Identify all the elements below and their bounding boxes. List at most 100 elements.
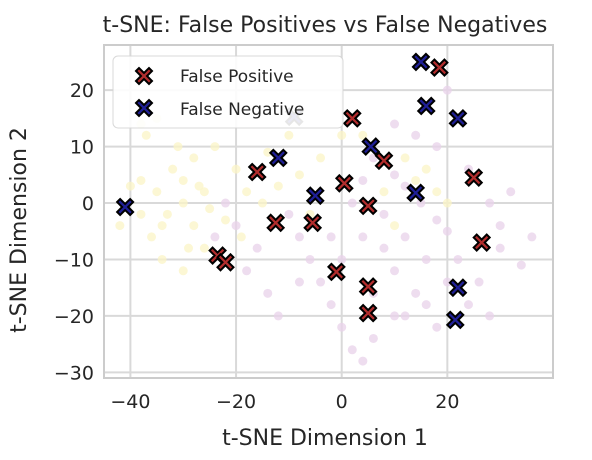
background-point <box>157 254 167 264</box>
false-positive-marker <box>327 262 346 282</box>
background-point <box>162 209 172 219</box>
background-point <box>178 175 188 185</box>
background-point <box>400 153 410 163</box>
background-point <box>284 209 294 219</box>
background-point <box>294 232 304 242</box>
background-point <box>485 198 495 208</box>
background-point <box>147 232 157 242</box>
background-point <box>347 198 357 208</box>
background-point <box>284 130 294 140</box>
legend-false-positive-label: False Positive <box>180 67 294 87</box>
false-positive-marker <box>216 252 235 272</box>
false-negative-marker <box>416 96 436 116</box>
false-positive-marker <box>430 58 449 77</box>
chart-title: t-SNE: False Positives vs False Negative… <box>103 13 548 38</box>
background-point <box>189 221 199 231</box>
x-tick-label: −20 <box>216 391 256 413</box>
background-point <box>242 266 252 276</box>
background-point <box>495 243 505 253</box>
false-positive-marker <box>358 277 378 296</box>
background-point <box>432 187 442 197</box>
background-point <box>326 232 336 242</box>
false-positive-marker <box>342 108 362 128</box>
background-point <box>390 311 400 321</box>
background-point <box>125 181 135 191</box>
background-point <box>390 119 400 129</box>
x-tick-label: 20 <box>435 391 459 413</box>
false-positive-marker <box>266 213 286 233</box>
legend-false-negative-icon <box>134 98 154 118</box>
background-point <box>194 181 204 191</box>
background-point <box>178 266 188 276</box>
background-point <box>173 142 183 152</box>
background-point <box>347 345 357 355</box>
background-point <box>411 130 421 140</box>
background-point <box>305 254 315 264</box>
y-tick-label: 20 <box>70 80 94 102</box>
background-point <box>220 198 230 208</box>
y-tick-label: −20 <box>54 306 94 328</box>
background-point <box>390 266 400 276</box>
background-point <box>294 170 304 180</box>
background-points <box>115 85 537 366</box>
background-point <box>400 311 410 321</box>
false-negative-marker <box>448 108 468 128</box>
background-point <box>379 243 389 253</box>
background-point <box>184 243 194 253</box>
background-point <box>231 221 241 231</box>
background-point <box>358 175 368 185</box>
y-tick-label: 0 <box>82 193 94 215</box>
background-point <box>506 187 516 197</box>
background-point <box>358 356 368 366</box>
background-point <box>379 209 389 219</box>
x-tick-label: −40 <box>110 391 150 413</box>
false-negative-marker <box>445 310 465 330</box>
background-point <box>273 181 283 191</box>
background-point <box>411 288 421 298</box>
background-point <box>294 277 304 287</box>
background-point <box>390 221 400 231</box>
false-positive-marker <box>334 173 354 193</box>
background-point <box>358 130 368 140</box>
y-tick-label: −30 <box>54 362 94 384</box>
background-point <box>337 130 347 140</box>
background-point <box>263 147 273 157</box>
background-point <box>337 254 347 264</box>
background-point <box>411 175 421 185</box>
background-point <box>136 175 146 185</box>
false-negative-marker <box>448 278 468 298</box>
background-point <box>316 153 326 163</box>
error-markers <box>115 52 492 330</box>
background-point <box>136 209 146 219</box>
background-point <box>516 260 526 270</box>
false-positive-marker <box>472 233 492 252</box>
background-point <box>442 85 452 95</box>
background-point <box>432 142 442 152</box>
false-positive-marker <box>303 213 323 233</box>
background-point <box>152 187 162 197</box>
background-point <box>463 300 473 310</box>
false-negative-marker <box>115 197 135 217</box>
legend: False Positive False Negative <box>112 55 344 129</box>
background-point <box>220 215 230 225</box>
background-point <box>316 277 326 287</box>
background-point <box>273 311 283 321</box>
background-point <box>421 254 431 264</box>
background-point <box>252 243 262 253</box>
background-point <box>442 198 452 208</box>
legend-false-negative-marker <box>134 98 154 118</box>
background-point <box>421 300 431 310</box>
background-point <box>242 187 252 197</box>
background-point <box>199 187 209 197</box>
background-point <box>115 221 125 231</box>
background-point <box>210 232 220 242</box>
legend-false-negative-label: False Negative <box>180 100 304 120</box>
background-point <box>168 164 178 174</box>
background-point <box>416 198 426 208</box>
background-point <box>231 164 241 174</box>
background-point <box>453 254 463 264</box>
background-point <box>141 130 151 140</box>
background-point <box>210 142 220 152</box>
background-point <box>432 215 442 225</box>
